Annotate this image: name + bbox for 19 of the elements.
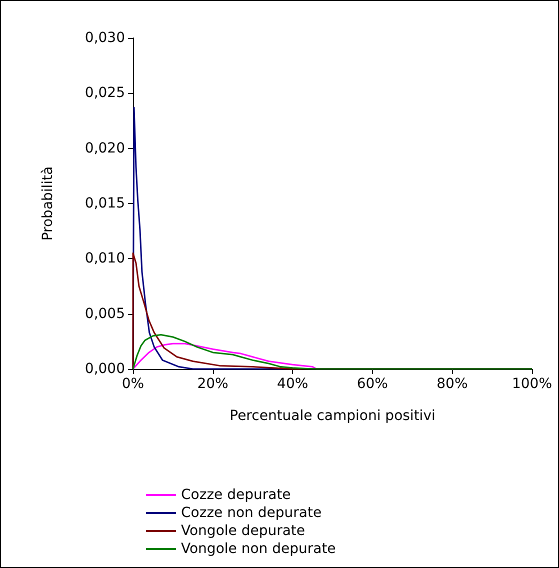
x-tick-label: 0%: [122, 376, 144, 392]
legend-label: Vongole depurate: [181, 523, 306, 539]
legend-label: Cozze depurate: [181, 487, 291, 503]
y-tick-label: 0,030: [84, 30, 125, 46]
legend-label: Vongole non depurate: [181, 541, 336, 557]
y-tick-label: 0,010: [84, 250, 125, 267]
x-axis-title: Percentuale campioni positivi: [230, 408, 436, 424]
x-tick-label: 20%: [197, 376, 228, 392]
y-tick-label: 0,015: [84, 196, 125, 212]
y-tick-label: 0,000: [84, 361, 125, 377]
y-axis-title: Probabilità: [40, 166, 56, 241]
x-tick-label: 80%: [436, 376, 468, 392]
x-tick-label: 100%: [512, 376, 552, 392]
x-tick-label: 40%: [277, 376, 308, 392]
legend-label: Cozze non depurate: [181, 505, 322, 521]
y-tick-label: 0,025: [84, 85, 125, 102]
y-tick-label: 0,020: [84, 140, 125, 156]
y-tick-label: 0,005: [84, 306, 125, 322]
x-tick-label: 60%: [356, 376, 388, 392]
